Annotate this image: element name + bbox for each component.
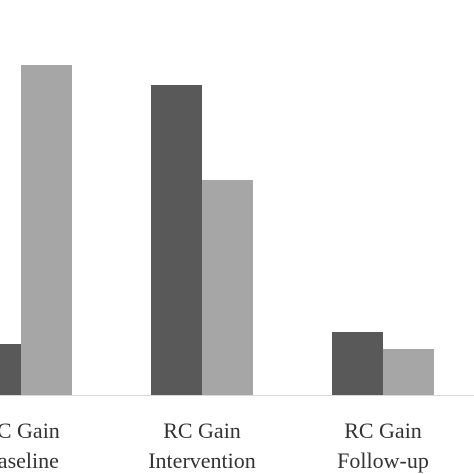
- x-tick-label: Follow-up: [337, 448, 429, 473]
- bar: [332, 332, 383, 395]
- x-tick-label: RC Gain: [0, 418, 60, 443]
- bar: [21, 65, 72, 395]
- bar: [151, 85, 202, 395]
- bar: [202, 180, 253, 395]
- x-tick-label: RC Gain: [163, 418, 241, 443]
- x-tick-label: Intervention: [148, 448, 256, 473]
- x-tick-label: RC Gain: [344, 418, 422, 443]
- x-tick-label: Baseline: [0, 448, 59, 473]
- bar: [0, 344, 21, 395]
- bar: [383, 349, 434, 395]
